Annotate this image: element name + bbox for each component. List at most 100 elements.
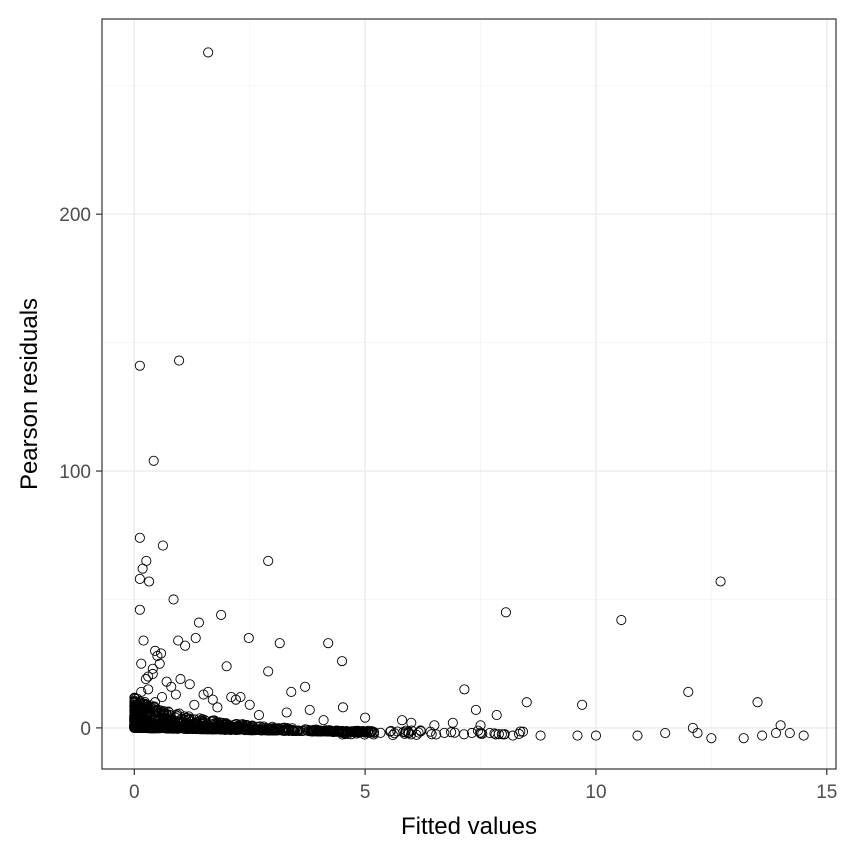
data-point (263, 555, 274, 567)
data-points (129, 47, 809, 744)
data-point (144, 576, 155, 587)
data-point (196, 722, 207, 733)
data-point (243, 632, 254, 644)
data-point (439, 727, 450, 738)
data-point (129, 713, 140, 724)
data-point (517, 726, 529, 737)
data-point (267, 725, 278, 736)
data-point (134, 360, 145, 371)
data-point (515, 726, 526, 737)
data-point (161, 721, 172, 732)
data-point (475, 727, 486, 738)
data-point (572, 730, 583, 741)
data-point (147, 663, 158, 674)
data-point (170, 689, 181, 700)
data-point (426, 729, 437, 740)
data-point (683, 686, 694, 697)
data-point (154, 658, 165, 669)
data-point (129, 693, 140, 704)
data-point (197, 718, 208, 729)
data-point (360, 712, 371, 723)
data-point (293, 725, 304, 736)
data-point (403, 728, 414, 739)
data-point (152, 704, 163, 715)
data-point (318, 715, 329, 726)
data-point (193, 617, 204, 628)
data-point (340, 728, 351, 739)
data-point (590, 730, 601, 741)
data-point (303, 725, 314, 736)
data-point (216, 609, 227, 620)
data-point (203, 47, 214, 58)
data-point (397, 715, 408, 726)
data-point (274, 638, 285, 649)
data-point (161, 676, 172, 687)
data-point (398, 726, 409, 738)
data-point (189, 699, 200, 710)
data-point (180, 640, 191, 651)
data-point (489, 728, 500, 739)
data-point (198, 689, 209, 700)
data-point (308, 724, 319, 735)
data-point (244, 699, 255, 710)
data-point (164, 709, 175, 720)
data-point (757, 730, 768, 741)
data-point (172, 711, 183, 722)
data-point (362, 726, 373, 737)
data-point (496, 729, 507, 740)
data-point (304, 704, 315, 715)
data-point (156, 692, 168, 703)
data-point (129, 695, 140, 706)
data-point (798, 730, 809, 741)
data-point (281, 707, 292, 718)
data-point (284, 725, 295, 736)
data-point (143, 684, 154, 695)
data-point (323, 638, 334, 649)
data-point (230, 694, 241, 705)
data-point (352, 727, 363, 738)
data-point (770, 727, 782, 739)
x-tick-label: 15 (816, 782, 837, 803)
data-point (470, 704, 481, 715)
data-point (738, 733, 749, 744)
data-point (406, 717, 417, 728)
data-point (752, 697, 763, 708)
data-point (157, 540, 168, 551)
data-point (577, 699, 588, 710)
data-point (449, 727, 460, 738)
data-point (173, 635, 184, 646)
data-point (247, 724, 258, 736)
data-point (214, 717, 225, 728)
data-point (144, 710, 155, 721)
y-tick-label: 200 (59, 205, 91, 226)
data-point (337, 656, 348, 667)
data-point (131, 719, 143, 730)
data-point (134, 604, 145, 615)
data-point (239, 724, 250, 736)
data-point (535, 730, 546, 741)
data-point (134, 720, 145, 731)
data-point (253, 710, 265, 721)
data-point (706, 733, 717, 744)
data-point (256, 725, 267, 736)
data-point (316, 726, 327, 737)
data-point (131, 701, 142, 712)
data-point (364, 727, 375, 738)
data-point (385, 726, 396, 737)
data-point (240, 720, 251, 731)
data-point (215, 724, 226, 735)
data-point (477, 728, 488, 739)
data-point (387, 730, 398, 741)
data-point (141, 555, 152, 567)
data-point (337, 702, 349, 713)
data-point (415, 726, 426, 737)
data-point (281, 723, 293, 734)
panel-border (101, 18, 837, 770)
data-point (142, 708, 154, 720)
data-point (190, 632, 201, 644)
x-tick-label: 0 (129, 782, 140, 803)
data-point (150, 723, 162, 734)
data-point (169, 722, 180, 733)
x-tick-label: 5 (360, 782, 371, 803)
data-point (147, 668, 158, 680)
